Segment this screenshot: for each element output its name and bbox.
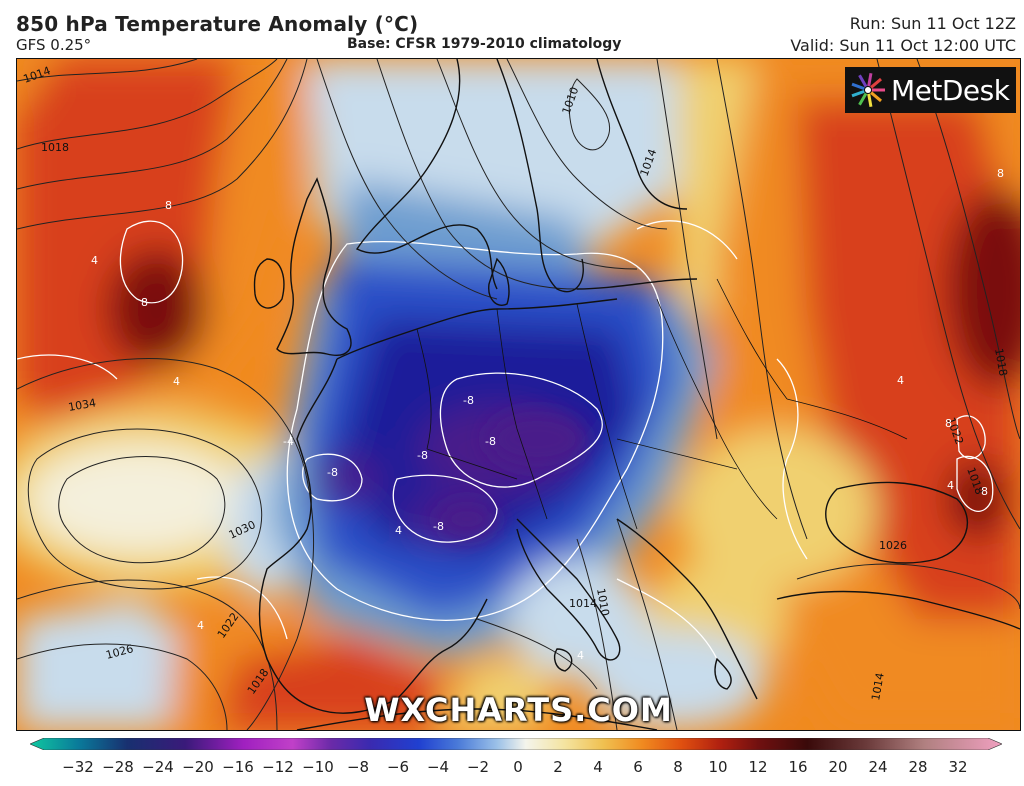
anomaly-label: -4	[283, 435, 294, 448]
isobar-label: 1018	[992, 347, 1010, 377]
anomaly-field	[17, 59, 1020, 730]
run-time-label: Run: Sun 11 Oct 12Z	[849, 14, 1016, 33]
colorbar-tick-label: 0	[513, 758, 523, 776]
anomaly-label: -8	[485, 435, 496, 448]
anomaly-region	[587, 629, 767, 729]
map-canvas: 1014 1018 1034 1030 1026 1022 1018 1010 …	[17, 59, 1020, 730]
anomaly-region	[217, 639, 437, 730]
colorbar-tick-label: 12	[748, 758, 768, 776]
colorbar-tick-label: −20	[182, 758, 214, 776]
anomaly-region	[947, 189, 1020, 389]
anomaly-label: 8	[981, 485, 988, 498]
anomaly-label: 4	[395, 524, 402, 537]
colorbar-tick-label: −2	[466, 758, 490, 776]
colorbar-ticks: −32 −28 −24 −20 −16 −12 −10 −8 −6 −4 −2 0 2 4 6 8 10 12 16…	[0, 758, 1024, 782]
anomaly-label: 8	[141, 296, 148, 309]
colorbar-tick-label: 4	[593, 758, 603, 776]
colorbar-tick-label: −4	[426, 758, 450, 776]
anomaly-label: 4	[173, 375, 180, 388]
isobar-label: 1014	[869, 672, 887, 702]
anomaly-region	[437, 659, 557, 730]
anomaly-label: -8	[327, 466, 338, 479]
colorbar-tick-label: −32	[62, 758, 94, 776]
metdesk-logo: MetDesk	[845, 67, 1016, 113]
anomaly-label: 4	[577, 649, 584, 662]
colorbar-tick-label: 10	[708, 758, 728, 776]
anomaly-region	[17, 599, 217, 730]
model-label: GFS 0.25°	[16, 36, 92, 54]
colorbar-tick-label: −10	[302, 758, 334, 776]
anomaly-region	[487, 411, 587, 467]
colorbar-tick-label: 2	[553, 758, 563, 776]
anomaly-label: -8	[433, 520, 444, 533]
anomaly-label: 8	[165, 199, 172, 212]
anomaly-label: -8	[463, 394, 474, 407]
anomaly-region	[312, 454, 382, 504]
anomaly-label: 4	[947, 479, 954, 492]
anomaly-region	[677, 429, 877, 589]
anomaly-label: 8	[997, 167, 1004, 180]
anomaly-map: 1014 1018 1034 1030 1026 1022 1018 1010 …	[16, 58, 1021, 731]
anomaly-label: 4	[197, 619, 204, 632]
anomaly-label: 4	[91, 254, 98, 267]
isobar-label: 1014	[569, 597, 597, 610]
colorbar-tick-label: −6	[386, 758, 410, 776]
colorbar	[30, 738, 1002, 750]
colorbar-tick-label: 24	[868, 758, 888, 776]
colorbar-tick-label: 20	[828, 758, 848, 776]
isobar-label: 1018	[41, 141, 69, 154]
anomaly-label: 8	[945, 417, 952, 430]
anomaly-region	[107, 249, 207, 369]
chart-title: 850 hPa Temperature Anomaly (°C)	[16, 12, 419, 36]
metdesk-burst-icon	[851, 72, 885, 108]
isobars	[17, 59, 1020, 730]
colorbar-tick-label: −28	[102, 758, 134, 776]
colorbar-tick-label: 8	[673, 758, 683, 776]
colorbar-tick-label: 6	[633, 758, 643, 776]
anomaly-label: 4	[897, 374, 904, 387]
anomaly-label: -8	[417, 449, 428, 462]
colorbar-tick-label: 16	[788, 758, 808, 776]
anomaly-labels: 8 8 4 4 -4 -8 -8 -8 -8 -8 4 8 8 8 4 4 4 …	[91, 167, 1004, 662]
colorbar-tick-label: −12	[262, 758, 294, 776]
isobar-label: 1026	[879, 539, 907, 552]
climatology-base-label: Base: CFSR 1979-2010 climatology	[347, 36, 622, 52]
anomaly-region	[27, 444, 247, 554]
valid-time-label: Valid: Sun 11 Oct 12:00 UTC	[790, 36, 1016, 55]
colorbar-tick-label: 32	[948, 758, 968, 776]
metdesk-logo-text: MetDesk	[891, 73, 1010, 107]
colorbar-tick-label: 28	[908, 758, 928, 776]
colorbar-tick-label: −24	[142, 758, 174, 776]
anomaly-region	[437, 501, 497, 537]
colorbar-tick-label: −16	[222, 758, 254, 776]
colorbar-tick-label: −8	[346, 758, 370, 776]
coastlines	[253, 59, 1020, 730]
anomaly-region	[17, 59, 237, 419]
anomaly-contours	[17, 220, 994, 660]
isobar-label: 1034	[67, 396, 97, 414]
isobar-label: 1010	[594, 587, 612, 617]
isobar-labels: 1014 1018 1034 1030 1026 1022 1018 1010 …	[22, 64, 1010, 701]
wxcharts-watermark: WXCHARTS.COM	[364, 691, 673, 729]
